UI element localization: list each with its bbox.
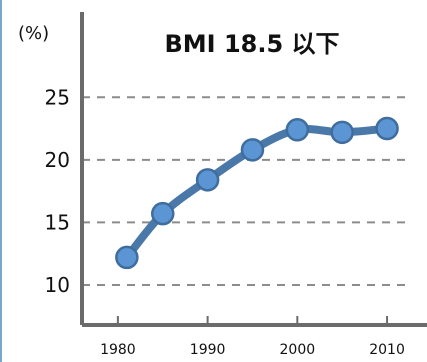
y-axis-unit-label: (%) [18,23,49,44]
x-tick-label-1980: 1980 [100,342,136,358]
y-tick-label-25: 25 [45,85,70,109]
data-point-1990 [195,168,220,192]
y-tick-label-10: 10 [45,273,70,297]
chart-title: BMI 18.5 以下 [164,30,339,58]
x-tick-label-2000: 2000 [280,342,316,358]
data-point-2000 [285,118,310,142]
y-tick-label-15: 15 [45,210,70,234]
data-point-2010 [375,116,399,141]
data-point-1985 [151,201,175,226]
y-tick-labels: 10 15 20 25 [45,85,70,297]
data-point-1995 [240,138,265,162]
data-point-1981 [115,245,139,270]
x-tick-label-2010: 2010 [369,342,405,358]
x-axis-ticks: 1980 1990 2000 2010 [100,316,405,358]
data-point-2005 [330,120,354,145]
series-points [115,116,399,270]
x-tick-label-1990: 1990 [190,342,226,358]
y-tick-label-20: 20 [45,148,70,172]
